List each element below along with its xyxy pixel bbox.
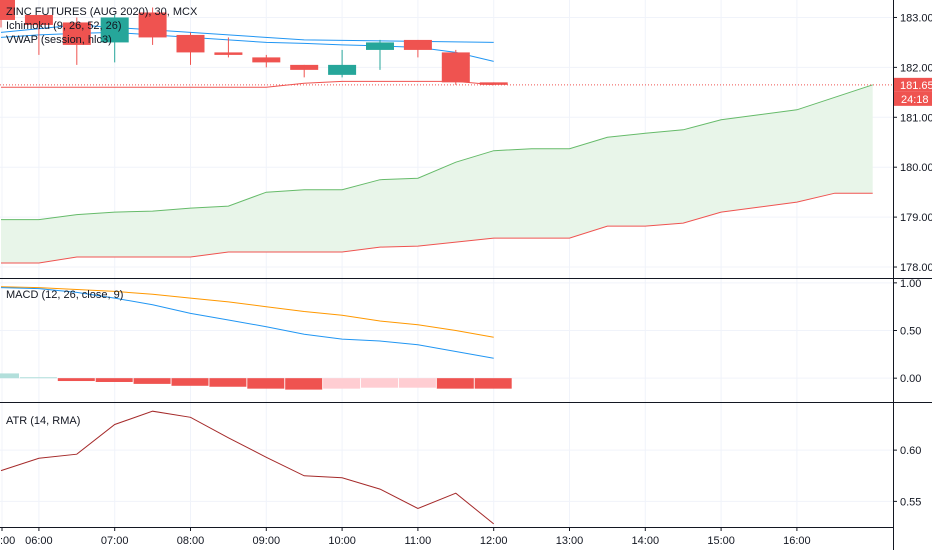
candle [366,39,394,70]
atr-legend: ATR (14, RMA) [6,414,80,428]
candle [62,17,91,65]
main-legend: ZINC FUTURES (AUG 2020), 30, MCX Ichimok… [6,5,197,47]
candle-body [138,12,167,38]
histogram-bar [19,377,57,379]
candle [100,14,129,63]
candle [252,54,281,68]
x-tick-label: :00 [0,535,15,547]
histogram-bar [436,378,474,389]
x-tick-label: 13:00 [556,535,584,547]
candle [403,39,432,58]
candle [290,64,319,78]
y-tick-label: 183.00 [900,12,932,24]
candle-body [62,22,91,45]
histogram-bar [474,378,512,389]
candles [0,0,508,85]
price-badge-text: 181.65 [900,80,932,92]
candle-body [100,17,129,43]
x-tick-label: 09:00 [253,535,281,547]
candle-body [0,0,15,20]
x-tick-label: 14:00 [632,535,660,547]
histogram-bar [0,373,19,379]
y-tick-label: 0.60 [900,445,921,457]
x-tick-label: 12:00 [480,535,508,547]
candle-body [441,52,470,83]
candle [24,14,53,55]
x-tick-label: 10:00 [328,535,356,547]
macd-legend: MACD (12, 26, close, 9) [6,288,123,302]
x-tick-label: 07:00 [101,535,129,547]
candle-body [479,82,508,85]
histogram-bar [209,378,247,387]
price-badge [894,77,932,92]
x-tick-label: 08:00 [177,535,205,547]
senkou-span-a-line [1,84,873,221]
candle [441,49,470,85]
macd-histogram [0,373,512,390]
y-tick-label: 178.00 [900,262,932,274]
candle [138,7,167,45]
countdown-badge [894,91,932,106]
candle [479,82,508,85]
histogram-bar [398,378,436,388]
x-tick-label: 16:00 [783,535,811,547]
countdown-badge-text: 24:18 [901,94,929,106]
candle-body [214,52,243,55]
histogram-bar [361,378,398,388]
candle-body [403,39,432,50]
macd-line [0,287,494,359]
candle [0,0,15,28]
x-tick-label: 15:00 [707,535,735,547]
histogram-bar [171,378,209,386]
legend-atr[interactable]: ATR (14, RMA) [6,415,81,427]
candle-body [252,57,281,63]
legend-symbol[interactable]: ZINC FUTURES (AUG 2020), 30, MCX [6,6,198,18]
legend-macd[interactable]: MACD (12, 26, close, 9) [6,289,124,301]
candle-body [328,64,357,75]
legend-ichimoku[interactable]: Ichimoku (9, 26, 52, 26) [6,20,122,32]
y-tick-label: 1.00 [900,278,921,290]
legend-vwap[interactable]: VWAP (session, hlc3) [6,34,112,46]
atr-line [0,410,495,525]
ichimoku-cloud [1,84,873,263]
x-tick-label: 06:00 [25,535,53,547]
signal-line [0,286,494,338]
candle-body [176,34,205,53]
candle-body [290,64,319,70]
y-tick-label: 0.55 [900,496,921,508]
y-tick-label: 179.00 [900,212,932,224]
candle-body [24,14,53,25]
candle [328,49,357,78]
y-tick-label: 182.00 [900,62,932,74]
histogram-bar [57,378,95,382]
y-tick-label: 0.50 [900,326,921,338]
histogram-bar [133,378,171,384]
y-tick-label: 181.00 [900,112,932,124]
histogram-bar [285,378,323,390]
candle-body [366,42,394,50]
x-tick-label: 11:00 [405,535,432,547]
y-tick-label: 0.00 [900,373,921,385]
histogram-bar [95,378,133,382]
histogram-bar [323,378,361,389]
candle [214,37,243,58]
y-tick-label: 180.00 [900,162,932,174]
histogram-bar [247,378,285,389]
candle [176,32,205,65]
senkou-span-b-line [1,192,873,264]
